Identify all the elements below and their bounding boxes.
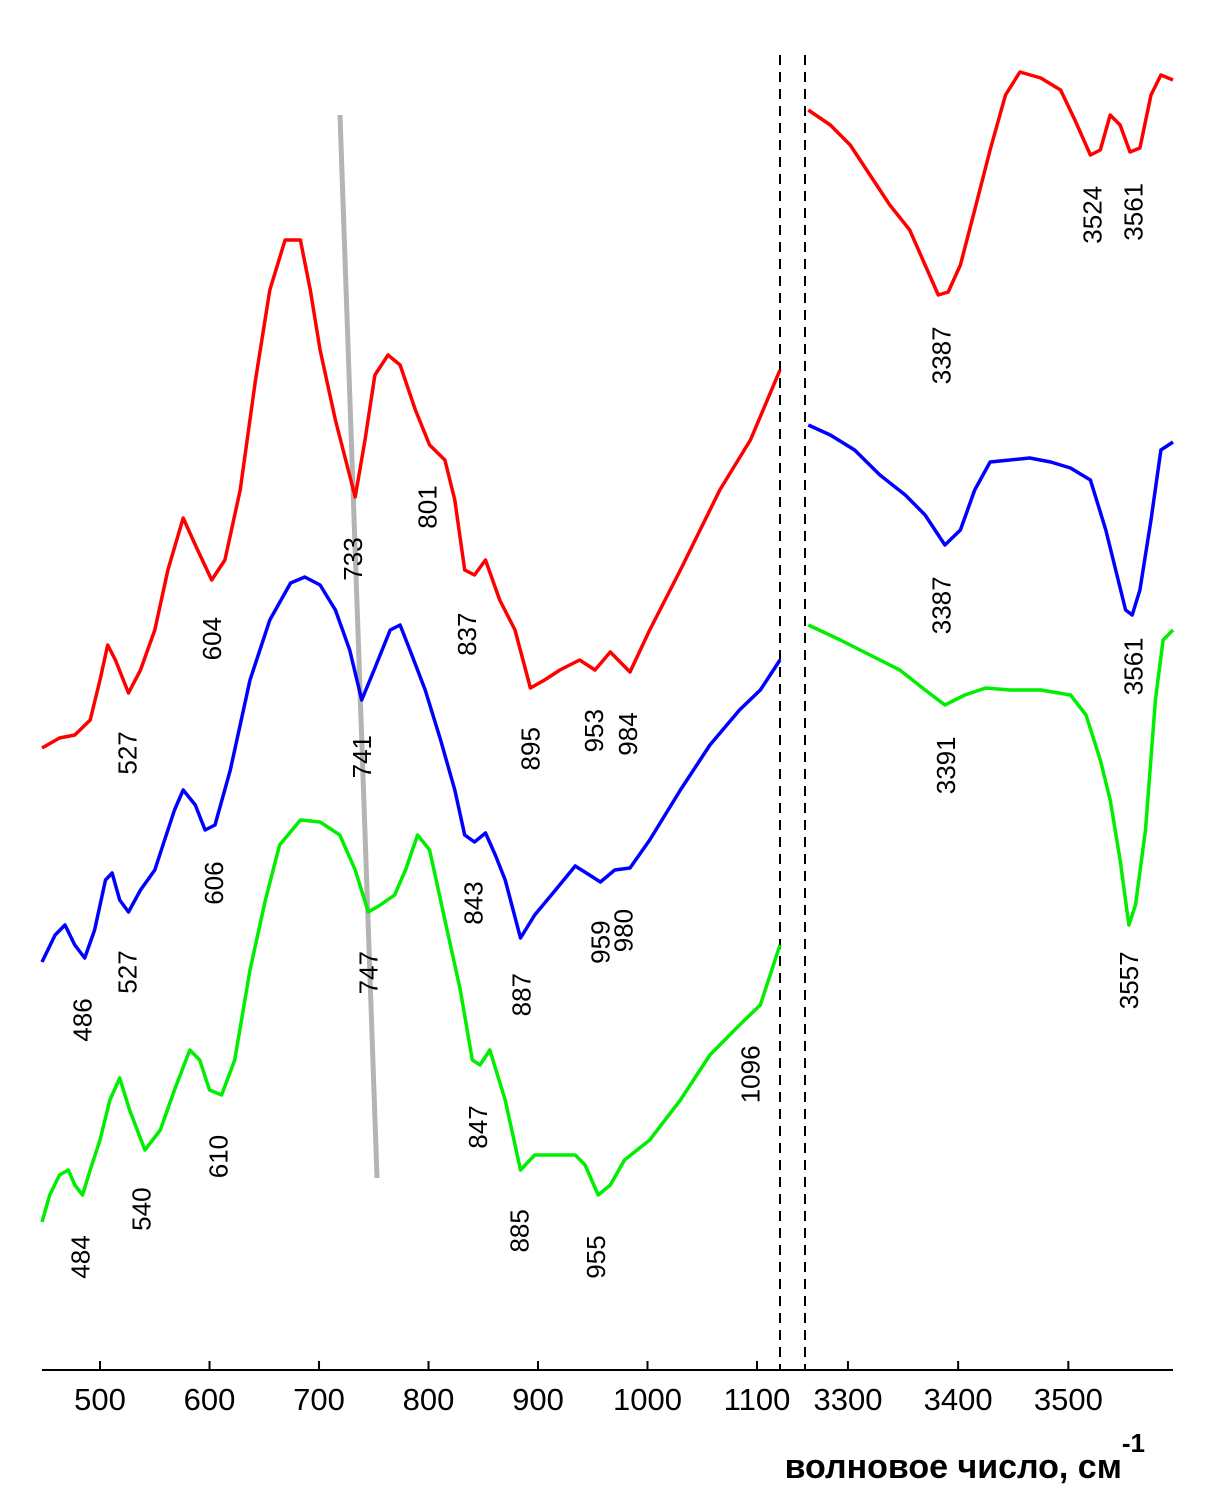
x-tick-label: 700 xyxy=(293,1382,345,1417)
x-tick-label: 900 xyxy=(512,1382,564,1417)
x-tick-label: 600 xyxy=(184,1382,236,1417)
peak-label: 887 xyxy=(507,973,537,1016)
peak-label: 606 xyxy=(199,861,229,904)
spectrum-line xyxy=(40,575,782,963)
x-axis-label-text: волновое число, см xyxy=(785,1448,1122,1486)
peak-label: 527 xyxy=(112,950,142,993)
peak-label: 733 xyxy=(338,537,368,580)
peak-label: 980 xyxy=(608,909,638,952)
peak-label: 610 xyxy=(203,1135,233,1178)
peak-label: 959 xyxy=(585,920,615,963)
peak-label: 3561 xyxy=(1118,183,1148,241)
x-axis-label: волновое число, см-1 xyxy=(785,1428,1145,1486)
peak-label: 953 xyxy=(579,709,609,752)
spectrum-line xyxy=(807,423,1174,617)
peak-label: 801 xyxy=(412,485,442,528)
peak-label: 747 xyxy=(353,951,383,994)
peak-label: 604 xyxy=(197,617,227,660)
x-tick-label: 1000 xyxy=(613,1382,682,1417)
x-tick-label: 500 xyxy=(74,1382,126,1417)
peak-label: 741 xyxy=(347,735,377,778)
peak-label: 847 xyxy=(463,1105,493,1148)
peak-label: 3524 xyxy=(1078,186,1108,244)
peak-label: 484 xyxy=(65,1235,95,1278)
peak-label: 837 xyxy=(452,613,482,656)
peak-label: 527 xyxy=(112,731,142,774)
x-tick-label: 1100 xyxy=(724,1382,791,1417)
x-tick-label: 3300 xyxy=(813,1382,882,1417)
trend-guide xyxy=(337,114,380,1179)
x-tick-label: 3400 xyxy=(924,1382,993,1417)
peak-label: 3387 xyxy=(927,576,957,634)
spectrum-line xyxy=(40,818,782,1223)
peak-label: 885 xyxy=(504,1209,534,1252)
peak-label: 540 xyxy=(127,1187,157,1230)
peak-label: 3561 xyxy=(1118,637,1148,695)
peak-label: 955 xyxy=(581,1235,611,1278)
peak-label: 843 xyxy=(458,881,488,924)
x-axis-label-superscript: -1 xyxy=(1122,1428,1145,1458)
peak-label: 1096 xyxy=(736,1045,766,1103)
peak-label: 486 xyxy=(68,998,98,1041)
peak-label: 3387 xyxy=(927,326,957,384)
peak-label: 895 xyxy=(515,727,545,770)
peak-label: 3557 xyxy=(1114,951,1144,1009)
spectrum-line xyxy=(807,623,1175,927)
x-tick-label: 3500 xyxy=(1034,1382,1103,1417)
spectrum-line xyxy=(807,70,1174,297)
peak-label: 984 xyxy=(613,712,643,755)
spectrum-line xyxy=(41,238,782,750)
peak-label: 3391 xyxy=(931,736,961,794)
x-tick-label: 800 xyxy=(403,1382,455,1417)
